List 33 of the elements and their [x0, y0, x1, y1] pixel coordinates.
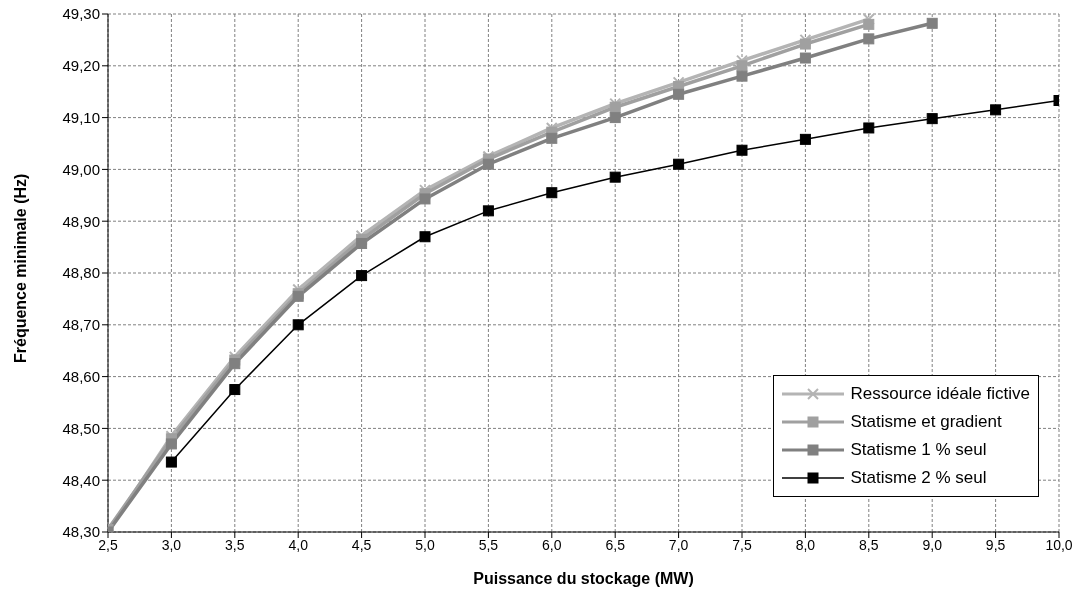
y-tick-label: 48,90 [62, 212, 100, 230]
y-tick-label: 48,70 [62, 316, 100, 334]
legend-label: Statisme 2 % seul [850, 468, 987, 488]
y-tick-label: 49,30 [62, 5, 100, 23]
legend-label: Statisme 1 % seul [850, 440, 987, 460]
y-axis-title: Fréquence minimale (Hz) [11, 173, 29, 363]
y-tick-label: 48,80 [62, 264, 100, 282]
legend-label: Statisme et gradient [850, 412, 1002, 432]
y-tick-label: 48,30 [62, 523, 100, 541]
x-tick-label: 5,0 [415, 536, 435, 553]
x-tick-label: 7,0 [668, 536, 689, 553]
y-tick-label: 48,60 [62, 367, 100, 385]
x-tick-label: 2,5 [98, 536, 118, 553]
x-tick-label: 4,5 [351, 536, 372, 553]
x-tick-label: 6,5 [605, 536, 626, 553]
x-tick-label: 8,0 [795, 536, 816, 553]
x-tick-label: 6,0 [542, 536, 562, 553]
legend-label: Ressource idéale fictive [850, 384, 1030, 404]
y-tick-label: 49,00 [62, 160, 100, 178]
x-tick-label: 3,5 [225, 536, 245, 553]
x-tick-label: 9,5 [985, 536, 1006, 553]
x-tick-label: 7,5 [732, 536, 752, 553]
y-tick-label: 49,20 [62, 57, 100, 75]
x-tick-label: 3,0 [161, 536, 182, 553]
x-tick-label: 8,5 [859, 536, 879, 553]
x-tick-label: 10,0 [1045, 536, 1073, 553]
x-tick-label: 9,0 [922, 536, 943, 553]
y-tick-label: 49,10 [62, 108, 100, 126]
y-tick-label: 48,40 [62, 471, 100, 489]
x-tick-label: 4,0 [288, 536, 309, 553]
x-tick-label: 5,5 [478, 536, 499, 553]
y-tick-label: 48,50 [62, 419, 100, 437]
x-axis-title: Puissance du stockage (MW) [473, 570, 694, 587]
